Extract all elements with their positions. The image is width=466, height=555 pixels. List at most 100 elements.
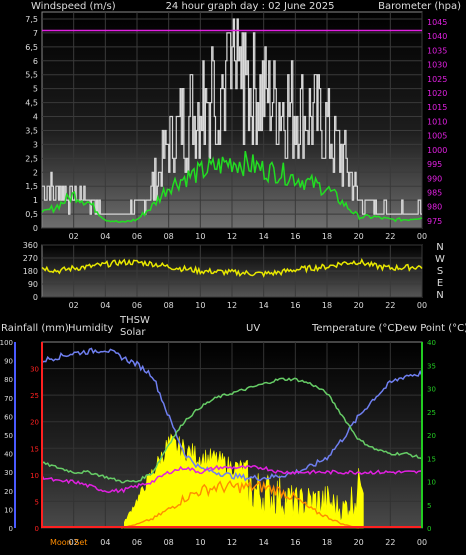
time-tick-label: 00 [417, 538, 427, 547]
time-tick-label: 02 [69, 538, 79, 547]
time-tick-label: 08 [164, 538, 174, 547]
temperature-tick-label: 20 [427, 432, 436, 440]
humidity-tick-label: 40 [4, 451, 13, 459]
rain-tick-label: 10 [30, 472, 39, 480]
uv-label: UV [246, 323, 260, 334]
humidity-tick-label: 30 [4, 469, 13, 477]
thsw-label: THSW [119, 315, 150, 326]
time-tick-label: 12 [227, 538, 237, 547]
direction-tick-label: 180 [23, 267, 38, 276]
temperature-tick-label: 30 [427, 386, 436, 394]
barometer-tick-label: 1020 [427, 89, 447, 98]
dewpoint-line [41, 464, 423, 494]
barometer-tick-label: 1010 [427, 117, 447, 126]
humidity-tick-label: 100 [0, 339, 13, 347]
time-tick-label: 12 [227, 232, 237, 241]
barometer-tick-label: 985 [427, 188, 442, 197]
barometer-tick-label: 1030 [427, 61, 447, 70]
time-tick-label: 08 [164, 301, 174, 310]
direction-tick-label: 90 [28, 280, 38, 289]
direction-tick-label: 360 [23, 241, 38, 250]
barometer-tick-label: 1035 [427, 46, 447, 55]
temp-series [41, 347, 423, 529]
time-tick-label: 14 [259, 301, 269, 310]
time-tick-label: 10 [195, 232, 205, 241]
windspeed-tick-label: 6 [33, 57, 38, 66]
time-tick-label: 04 [100, 538, 110, 547]
windspeed-tick-label: 4 [33, 113, 38, 122]
temperature-tick-label: 5 [427, 502, 431, 510]
time-tick-label: 20 [354, 538, 364, 547]
time-tick-label: 06 [132, 301, 142, 310]
humidity-tick-label: 20 [4, 488, 13, 496]
wind-direction-line [41, 257, 423, 278]
time-tick-label: 16 [290, 538, 300, 547]
time-tick-label: 00 [417, 232, 427, 241]
windspeed-tick-label: 2 [33, 168, 38, 177]
wind-axis-ticks: 0 0,5 1 1,5 2 2,5 3 3,5 4 4,5 5 5,5 6 6,5 7 7,5 975 980 98… [25, 15, 447, 241]
time-tick-label: 16 [290, 301, 300, 310]
wind-grid [42, 12, 423, 229]
time-tick-label: 02 [69, 301, 79, 310]
humidity-line [41, 347, 423, 482]
humidity-tick-label: 60 [4, 413, 13, 421]
windspeed-tick-label: 3 [33, 140, 38, 149]
time-tick-label: 04 [100, 301, 110, 310]
temperature-label: Temperature (°C) [311, 323, 398, 334]
solar-area [123, 433, 364, 529]
humidity-tick-label: 90 [4, 358, 13, 366]
moon-set-label: Moon Set [50, 538, 87, 547]
dewpoint-label: Dew Point (°C) [395, 323, 466, 334]
compass-label: S [437, 266, 443, 277]
humidity-tick-label: 50 [4, 432, 13, 440]
compass-label: E [437, 278, 443, 289]
temperature-tick-label: 10 [427, 479, 436, 487]
humidity-tick-label: 10 [4, 506, 13, 514]
compass-label: W [435, 254, 445, 265]
barometer-tick-label: 1000 [427, 146, 447, 155]
time-tick-label: 18 [322, 232, 332, 241]
temperature-tick-label: 25 [427, 409, 436, 417]
rain-tick-label: 15 [30, 445, 39, 453]
barometer-tick-label: 980 [427, 203, 442, 212]
barometer-tick-label: 1045 [427, 18, 447, 27]
time-tick-label: 14 [259, 232, 269, 241]
windspeed-tick-label: 3,5 [25, 126, 38, 135]
temperature-tick-label: 15 [427, 455, 436, 463]
time-tick-label: 20 [354, 232, 364, 241]
barometer-tick-label: 990 [427, 174, 442, 183]
compass-label: N [436, 290, 443, 301]
windspeed-tick-label: 5,5 [25, 71, 38, 80]
time-tick-label: 20 [354, 301, 364, 310]
windspeed-tick-label: 6,5 [25, 43, 38, 52]
time-tick-label: 04 [100, 232, 110, 241]
humidity-tick-label: 80 [4, 376, 13, 384]
wind-series [41, 18, 423, 223]
time-tick-label: 00 [417, 301, 427, 310]
time-tick-label: 16 [290, 232, 300, 241]
windspeed-tick-label: 7 [33, 29, 38, 38]
humidity-label: Humidity [68, 323, 113, 334]
direction-grid [42, 244, 423, 298]
barometer-tick-label: 1025 [427, 75, 447, 84]
temperature-tick-label: 40 [427, 339, 436, 347]
windspeed-tick-label: 4,5 [25, 99, 38, 108]
direction-tick-label: 270 [23, 254, 38, 263]
barometer-axis-label: Barometer (hpa) [378, 1, 461, 12]
rain-tick-label: 30 [30, 366, 39, 374]
temperature-line [41, 377, 423, 484]
time-tick-label: 18 [322, 538, 332, 547]
windspeed-tick-label: 0,5 [25, 210, 38, 219]
time-tick-label: 08 [164, 232, 174, 241]
wind-speed-line [41, 150, 423, 223]
rain-tick-label: 5 [35, 498, 39, 506]
barometer-tick-label: 1005 [427, 132, 447, 141]
time-tick-label: 22 [385, 301, 395, 310]
temp-axis-ticks: 0102030405060708090100051015202530051015… [0, 339, 436, 547]
humidity-tick-label: 70 [4, 395, 13, 403]
time-tick-label: 22 [385, 232, 395, 241]
uv-line [121, 480, 359, 529]
time-tick-label: 22 [385, 538, 395, 547]
